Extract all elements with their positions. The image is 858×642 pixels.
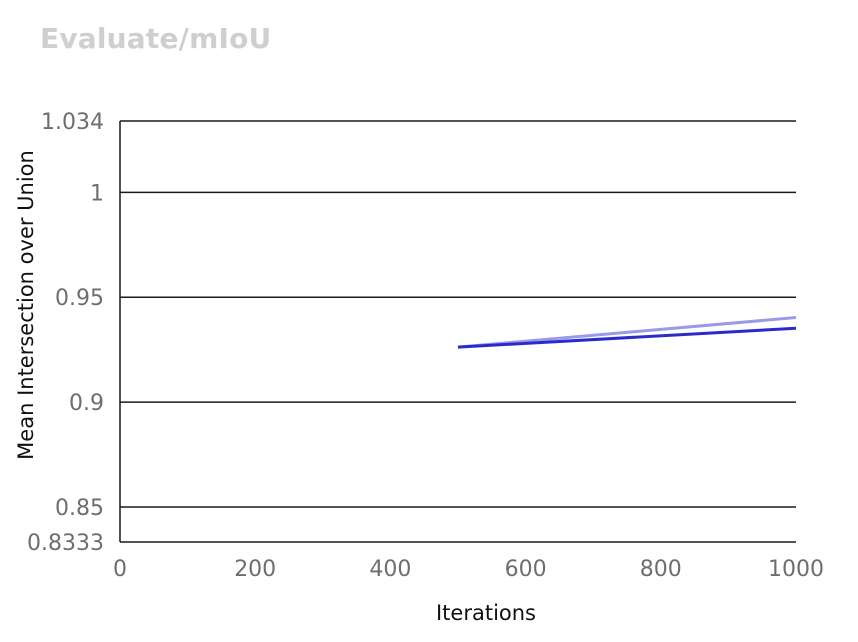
x-tick-label-2: 400: [369, 557, 411, 582]
series-line-1: [457, 326, 797, 349]
x-tick-label-0: 0: [113, 557, 127, 582]
axes: [119, 121, 796, 543]
y-tick-label-1: 1: [90, 181, 104, 206]
x-tick-label-5: 1000: [768, 557, 824, 582]
y-tick-label-4: 0.85: [55, 496, 104, 521]
x-axis-title: Iterations: [436, 601, 536, 625]
series-line-0: [457, 316, 797, 349]
y-tick-label-2: 0.95: [55, 286, 104, 311]
x-tick-label-3: 600: [505, 557, 547, 582]
y-axis-title: Mean Intersection over Union: [14, 150, 38, 460]
y-tick-label-0: 1.034: [41, 110, 104, 135]
x-tick-label-1: 200: [234, 557, 276, 582]
chart-title: Evaluate/mIoU: [40, 22, 272, 55]
y-tick-label-3: 0.9: [69, 391, 104, 416]
tick-labels: 0 200 400 600 800 1000 1.034 1 0.95 0.9 0.85 0.8333: [27, 110, 824, 582]
grid-lines: [120, 120, 796, 508]
y-tick-label-5: 0.8333: [27, 531, 104, 556]
x-tick-label-4: 800: [640, 557, 682, 582]
series-lines: [457, 316, 797, 349]
